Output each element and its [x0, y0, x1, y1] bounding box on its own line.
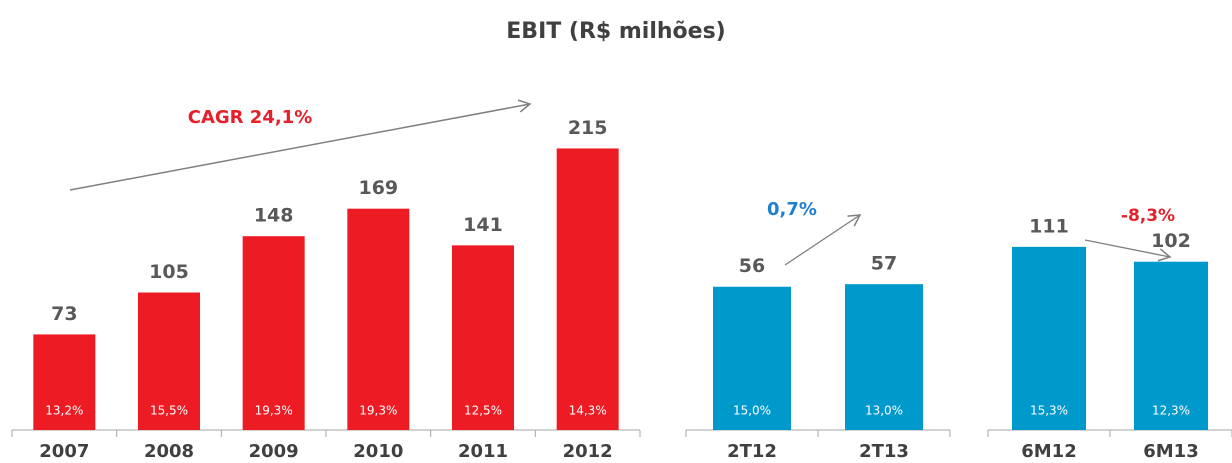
- margin-label: 19,3%: [359, 404, 397, 418]
- x-tick-label: 2007: [39, 441, 89, 462]
- bar: [556, 148, 619, 430]
- x-tick-label: 2010: [353, 441, 403, 462]
- value-label: 56: [739, 255, 765, 277]
- annotation: -8,3%: [1121, 206, 1175, 226]
- value-label: 215: [568, 117, 608, 139]
- margin-label: 13,0%: [865, 404, 903, 418]
- value-label: 111: [1029, 215, 1069, 237]
- bar: [242, 236, 305, 430]
- x-tick-label: 2011: [458, 441, 508, 462]
- trend-arrow: [1084, 239, 1172, 262]
- x-tick-label: 6M12: [1021, 441, 1077, 462]
- margin-label: 15,0%: [733, 404, 771, 418]
- value-label: 57: [871, 253, 897, 275]
- x-tick-label: 2T13: [859, 441, 909, 462]
- annotation: 0,7%: [767, 199, 817, 220]
- margin-label: 14,3%: [569, 404, 607, 418]
- value-label: 102: [1151, 230, 1191, 252]
- margin-label: 12,3%: [1152, 404, 1190, 418]
- margin-label: 19,3%: [255, 404, 293, 418]
- trend-arrow: [69, 99, 532, 191]
- x-tick-label: 6M13: [1143, 441, 1199, 462]
- bar: [138, 292, 200, 430]
- value-label: 169: [358, 177, 398, 199]
- margin-label: 13,2%: [45, 404, 83, 418]
- margin-label: 15,3%: [1030, 404, 1068, 418]
- value-label: 105: [149, 261, 189, 283]
- bar: [1012, 246, 1086, 430]
- x-tick-label: 2T12: [727, 441, 777, 462]
- margin-label: 12,5%: [464, 404, 502, 418]
- bar: [713, 286, 791, 430]
- bar: [347, 208, 410, 430]
- chart-title: EBIT (R$ milhões): [506, 19, 725, 44]
- value-label: 141: [463, 214, 503, 236]
- value-label: 148: [254, 205, 294, 227]
- bar: [452, 245, 514, 430]
- bar: [33, 334, 96, 430]
- bar: [845, 284, 923, 430]
- margin-label: 15,5%: [150, 404, 188, 418]
- annotation: CAGR 24,1%: [188, 107, 313, 128]
- x-tick-label: 2009: [249, 441, 299, 462]
- bar: [1134, 261, 1208, 430]
- x-tick-label: 2012: [563, 441, 613, 462]
- x-tick-label: 2008: [144, 441, 194, 462]
- value-label: 73: [51, 303, 77, 325]
- trend-arrow: [784, 214, 862, 266]
